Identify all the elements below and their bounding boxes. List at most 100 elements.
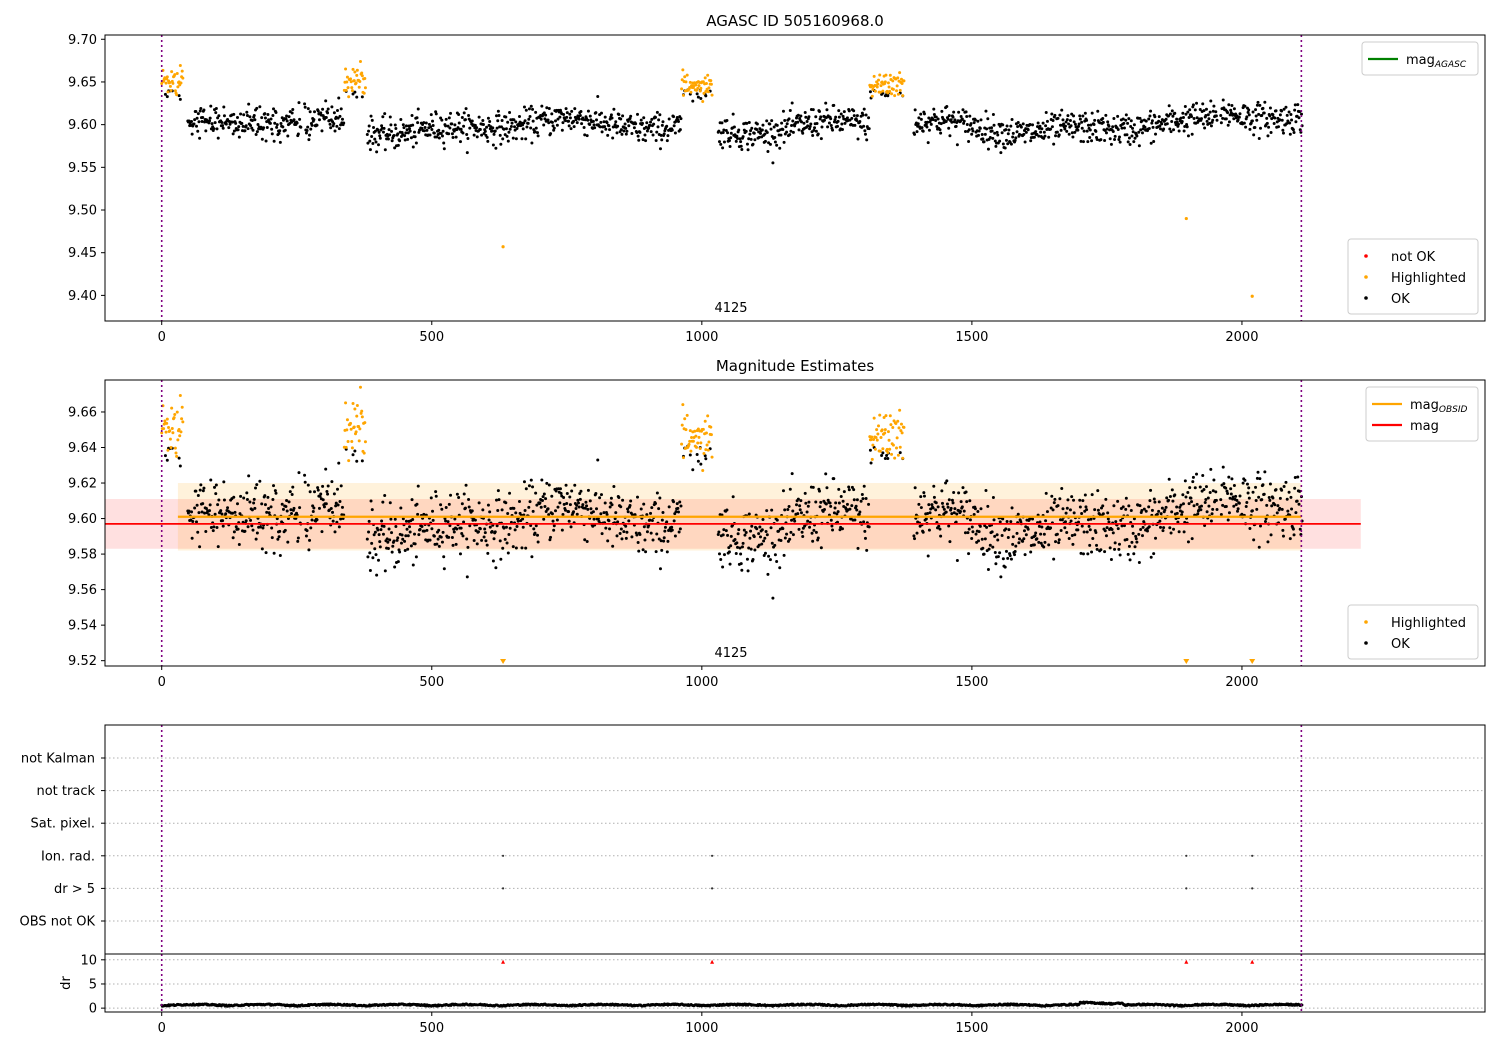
- ok-point: [437, 136, 441, 140]
- ok-point: [1131, 524, 1135, 528]
- ok-point: [954, 124, 958, 128]
- highlighted-point: [358, 80, 362, 84]
- highlighted-point: [357, 85, 361, 89]
- ok-point: [1267, 125, 1271, 129]
- ok-point: [286, 540, 290, 544]
- ok-point: [839, 112, 843, 116]
- ok-point: [1170, 109, 1174, 113]
- ok-point: [1184, 495, 1188, 499]
- ok-point: [464, 107, 468, 111]
- ok-point: [770, 541, 774, 545]
- ok-point: [563, 508, 567, 512]
- ok-point: [990, 129, 994, 133]
- ok-point: [508, 491, 512, 495]
- ok-point: [1023, 140, 1027, 144]
- ok-point: [721, 146, 725, 150]
- ok-point: [272, 484, 276, 488]
- ok-point: [626, 510, 630, 514]
- ok-point: [255, 106, 259, 110]
- ok-point: [483, 129, 487, 133]
- ok-point: [524, 546, 528, 550]
- ok-point: [394, 126, 398, 130]
- ok-point: [334, 501, 338, 505]
- ok-point: [513, 125, 517, 129]
- ok-point: [1087, 524, 1091, 528]
- ok-point: [788, 537, 792, 541]
- ok-point: [650, 506, 654, 510]
- ok-point: [373, 530, 377, 534]
- ok-point: [986, 147, 990, 151]
- ok-point: [488, 119, 492, 123]
- ok-point: [240, 121, 244, 125]
- ok-point: [1236, 118, 1240, 122]
- ok-point: [1013, 138, 1017, 142]
- ok-point: [1106, 517, 1110, 521]
- ok-point: [269, 117, 273, 121]
- ok-point: [490, 129, 494, 133]
- ok-point: [722, 140, 726, 144]
- ok-point: [1208, 110, 1212, 114]
- ok-point: [201, 115, 205, 119]
- ok-point: [775, 143, 779, 147]
- ok-point: [618, 531, 622, 535]
- ok-point: [190, 536, 194, 540]
- agasc-xtick-label: 2000: [1225, 330, 1258, 345]
- ok-point: [353, 90, 357, 94]
- ok-point: [505, 541, 509, 545]
- highlighted-point: [898, 71, 902, 75]
- ok-point: [1056, 504, 1060, 508]
- ok-point: [539, 117, 543, 121]
- ok-point: [927, 116, 931, 120]
- agasc-legend-swatch: [1364, 275, 1368, 279]
- ok-point: [562, 495, 566, 499]
- ok-point: [829, 117, 833, 121]
- ok-point: [399, 118, 403, 122]
- ok-point: [220, 120, 224, 124]
- ok-point: [619, 505, 623, 509]
- ok-point: [814, 115, 818, 119]
- magnitude-ytick-label: 9.52: [68, 654, 97, 669]
- ok-point: [592, 123, 596, 127]
- ok-point: [696, 459, 700, 463]
- ok-point: [447, 116, 451, 120]
- ok-point: [405, 128, 409, 132]
- ok-point: [1257, 545, 1261, 549]
- ok-point: [246, 525, 250, 529]
- ok-point: [560, 528, 564, 532]
- flags-axes-frame: [104, 724, 1486, 955]
- ok-point: [1186, 110, 1190, 114]
- ok-point: [413, 135, 417, 139]
- ok-point: [1093, 508, 1097, 512]
- ok-point: [252, 501, 256, 505]
- flag-point: [1251, 854, 1254, 857]
- highlighted-point: [880, 428, 884, 432]
- ok-point: [308, 538, 312, 542]
- ok-point: [464, 483, 468, 487]
- ok-point: [204, 506, 208, 510]
- ok-point: [1132, 517, 1136, 521]
- ok-point: [1096, 489, 1100, 493]
- ok-point: [959, 500, 963, 504]
- ok-point: [602, 120, 606, 124]
- ok-point: [444, 124, 448, 128]
- ok-point: [250, 508, 254, 512]
- ok-point: [319, 111, 323, 115]
- ok-point: [555, 518, 559, 522]
- ok-point: [1168, 127, 1172, 131]
- ok-point: [516, 519, 520, 523]
- ok-point: [865, 548, 869, 552]
- highlighted-point: [704, 90, 708, 94]
- highlighted-point: [181, 420, 185, 424]
- ok-point: [947, 126, 951, 130]
- ok-point: [779, 538, 783, 542]
- highlighted-point: [899, 429, 903, 433]
- ok-point: [486, 551, 490, 555]
- ok-point: [197, 511, 201, 515]
- ok-point: [401, 517, 405, 521]
- agasc-panel-title: AGASC ID 505160968.0: [706, 12, 884, 30]
- ok-point: [835, 512, 839, 516]
- highlighted-point: [695, 445, 699, 449]
- ok-point: [739, 562, 743, 566]
- ok-point: [1293, 476, 1297, 480]
- ok-point: [1113, 547, 1117, 551]
